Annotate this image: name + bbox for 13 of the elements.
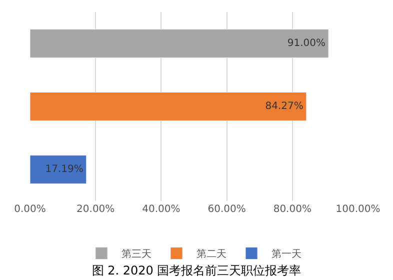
text: 图 2. 2020 国考报名前三天职位报考率 — [92, 263, 302, 278]
x-tick-label: 100.00% — [336, 204, 380, 215]
data-label: 91.00% — [287, 38, 326, 50]
x-tick-label: 0.00% — [14, 204, 46, 215]
x-tick-label: 60.00% — [208, 204, 246, 215]
x-tick-label: 40.00% — [142, 204, 180, 215]
data-label: 17.19% — [45, 164, 84, 175]
x-tick-label: 20.00% — [76, 204, 115, 215]
data-label: 84.27% — [265, 101, 304, 112]
x-tick-label: 80.00% — [273, 204, 312, 215]
legend-label: 第二天 — [196, 248, 226, 260]
legend-label: 第三天 — [122, 248, 152, 260]
legend-label: 第一天 — [272, 248, 302, 260]
